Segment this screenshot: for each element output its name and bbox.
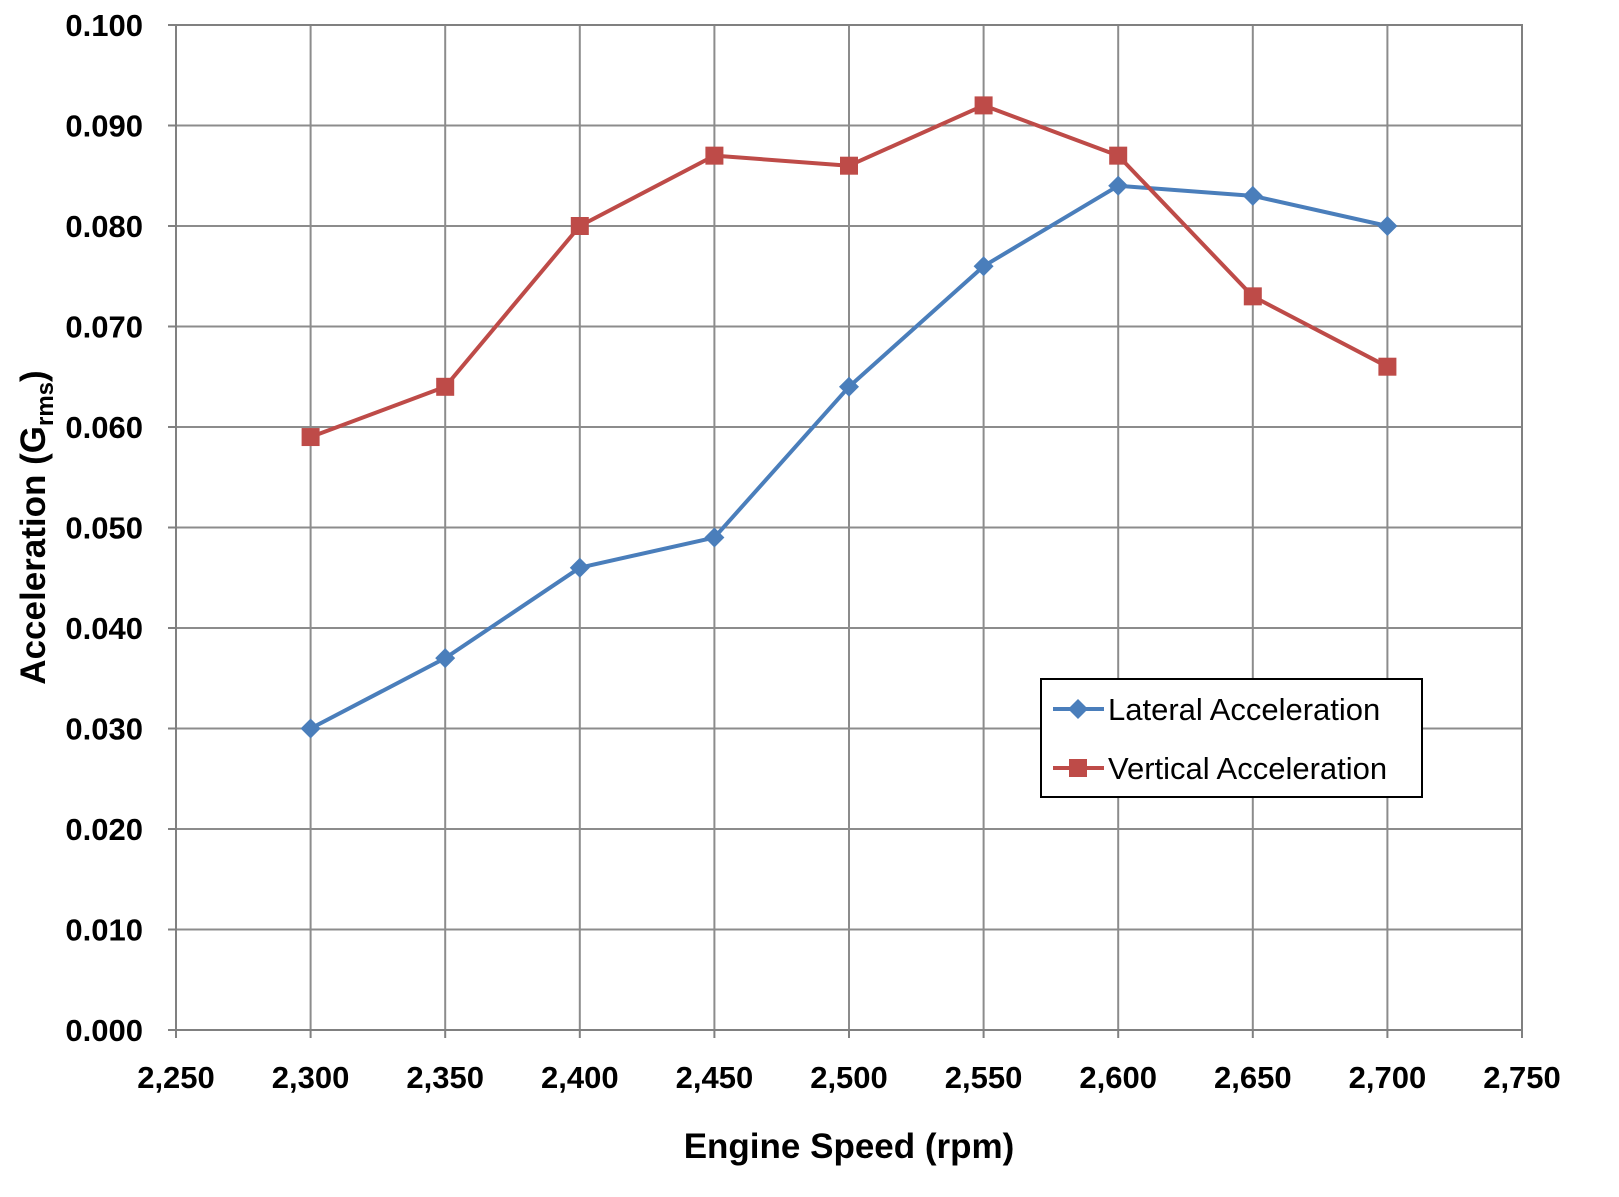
data-point-lateral-acceleration xyxy=(839,376,859,397)
y-tick-label: 0.020 xyxy=(65,812,143,847)
x-axis-title: Engine Speed (rpm) xyxy=(684,1127,1015,1166)
x-tick-label: 2,250 xyxy=(137,1060,215,1095)
data-point-vertical-acceleration xyxy=(1109,146,1128,165)
y-axis-ticks: 0.000 0.010 0.020 0.030 0.040 0.050 0.060 0.070… xyxy=(65,8,176,1048)
y-tick-label: 0.070 xyxy=(65,310,143,345)
x-tick-label: 2,400 xyxy=(541,1060,619,1095)
series-lateral-acceleration xyxy=(300,175,1398,739)
data-point-lateral-acceleration xyxy=(973,256,994,277)
legend-label: Vertical Acceleration xyxy=(1108,751,1387,786)
data-point-vertical-acceleration xyxy=(705,146,724,165)
data-point-vertical-acceleration xyxy=(436,377,455,396)
x-axis-ticks: 2,250 2,300 2,350 2,400 2,450 2,500 2,550 2,600… xyxy=(137,1030,1561,1095)
y-axis-title: Acceleration (Grms) xyxy=(14,370,59,684)
legend-item-vertical-acceleration: Vertical Acceleration xyxy=(1053,751,1387,786)
data-point-lateral-acceleration xyxy=(1242,185,1263,206)
data-point-lateral-acceleration xyxy=(300,718,321,739)
x-tick-label: 2,700 xyxy=(1349,1060,1427,1095)
x-tick-label: 2,550 xyxy=(945,1060,1023,1095)
x-tick-label: 2,750 xyxy=(1483,1060,1561,1095)
y-tick-label: 0.030 xyxy=(65,712,143,747)
legend-box xyxy=(1040,678,1423,798)
legend-items: Lateral Acceleration Vertical Acceleratio… xyxy=(1053,692,1387,786)
data-point-lateral-acceleration xyxy=(569,557,590,578)
y-tick-label: 0.010 xyxy=(65,913,143,948)
data-point-vertical-acceleration xyxy=(840,156,858,175)
data-point-vertical-acceleration xyxy=(1378,357,1397,376)
y-tick-label: 0.090 xyxy=(65,109,143,144)
y-axis-title-subscript: rms xyxy=(32,382,59,426)
legend: Lateral Acceleration Vertical Acceleratio… xyxy=(1040,678,1423,798)
y-axis-title-main: Acceleration (G xyxy=(14,426,53,685)
y-tick-label: 0.100 xyxy=(65,8,143,43)
legend-item-lateral-acceleration: Lateral Acceleration xyxy=(1053,692,1380,727)
x-tick-label: 2,350 xyxy=(406,1060,484,1095)
series xyxy=(300,96,1398,739)
legend-label: Lateral Acceleration xyxy=(1108,692,1380,727)
data-point-vertical-acceleration xyxy=(570,217,589,235)
data-point-vertical-acceleration xyxy=(974,96,993,115)
x-tick-label: 2,500 xyxy=(810,1060,888,1095)
series-vertical-acceleration xyxy=(301,96,1397,447)
data-point-lateral-acceleration xyxy=(435,648,456,669)
x-tick-label: 2,450 xyxy=(676,1060,754,1095)
legend-swatch-marker xyxy=(1069,759,1087,777)
y-axis-title-close: ) xyxy=(14,370,53,382)
data-point-lateral-acceleration xyxy=(704,527,725,548)
data-point-vertical-acceleration xyxy=(1243,287,1262,306)
x-tick-label: 2,650 xyxy=(1214,1060,1292,1095)
x-tick-label: 2,300 xyxy=(272,1060,350,1095)
y-tick-label: 0.080 xyxy=(65,209,143,244)
grid xyxy=(175,24,1523,1031)
y-tick-label: 0.050 xyxy=(65,511,143,546)
x-tick-label: 2,600 xyxy=(1079,1060,1157,1095)
y-tick-label: 0.060 xyxy=(65,410,143,445)
data-point-lateral-acceleration xyxy=(1108,175,1129,196)
y-tick-label: 0.040 xyxy=(65,611,143,646)
data-point-lateral-acceleration xyxy=(1377,216,1398,236)
y-tick-label: 0.000 xyxy=(65,1013,143,1048)
data-point-vertical-acceleration xyxy=(301,428,320,447)
legend-swatch-marker xyxy=(1068,699,1088,719)
